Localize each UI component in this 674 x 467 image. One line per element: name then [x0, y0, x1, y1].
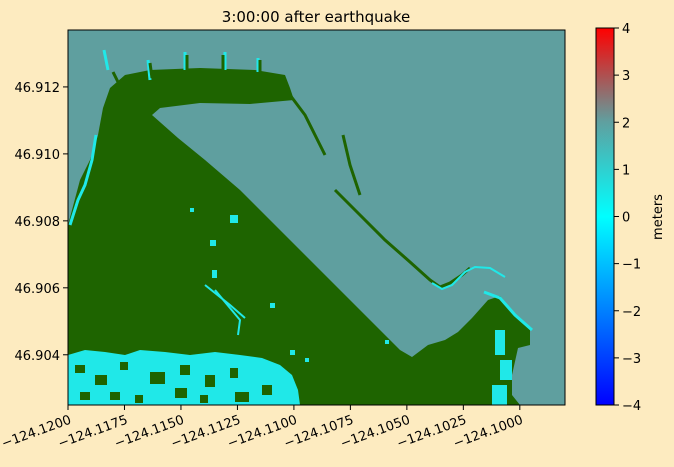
colorbar-tick-label: −1 — [622, 258, 641, 273]
colorbar-tick-label: 0 — [622, 211, 630, 226]
flooded-patches — [190, 208, 512, 405]
plot-area — [68, 30, 565, 405]
colorbar-tick-label: 2 — [622, 116, 630, 131]
x-axis: −124.1200−124.1175−124.1150−124.1125−124… — [0, 405, 525, 452]
y-axis: 46.912 46.910 46.908 46.906 46.904 — [15, 81, 68, 364]
colorbar — [595, 27, 615, 406]
north-spits-land — [111, 55, 262, 83]
land-islands-south — [75, 362, 272, 403]
colorbar-tick-label: 1 — [622, 163, 630, 178]
jetty-line — [288, 94, 327, 156]
land-mass — [68, 68, 530, 405]
north-spits — [102, 49, 260, 81]
colorbar-tick-label: 3 — [622, 69, 630, 84]
coastal-fringe-left — [68, 134, 98, 226]
chart-title: 3:00:00 after earthquake — [222, 8, 410, 26]
y-tick-label: 46.910 — [15, 148, 61, 163]
y-tick-label: 46.912 — [15, 81, 61, 96]
colorbar-tick-label: −3 — [622, 352, 641, 367]
jetty-cyan — [431, 265, 506, 291]
jetty-line-2 — [341, 134, 362, 196]
coastal-fringe-right — [483, 290, 533, 332]
colorbar-label: meters — [651, 194, 666, 240]
flooded-streak-1 — [204, 284, 246, 319]
colorbar-tick-label: 4 — [622, 22, 630, 37]
y-tick-label: 46.906 — [15, 282, 61, 297]
y-tick-label: 46.908 — [15, 215, 61, 230]
colorbar-axis: 4 3 2 1 0 −1 −2 −3 −4 — [614, 22, 641, 414]
colorbar-tick-label: −4 — [622, 399, 641, 414]
y-tick-label: 46.904 — [15, 349, 61, 364]
plot-frame — [67, 29, 566, 406]
flooded-streak-2 — [214, 289, 242, 336]
colorbar-tick-label: −2 — [622, 305, 641, 320]
